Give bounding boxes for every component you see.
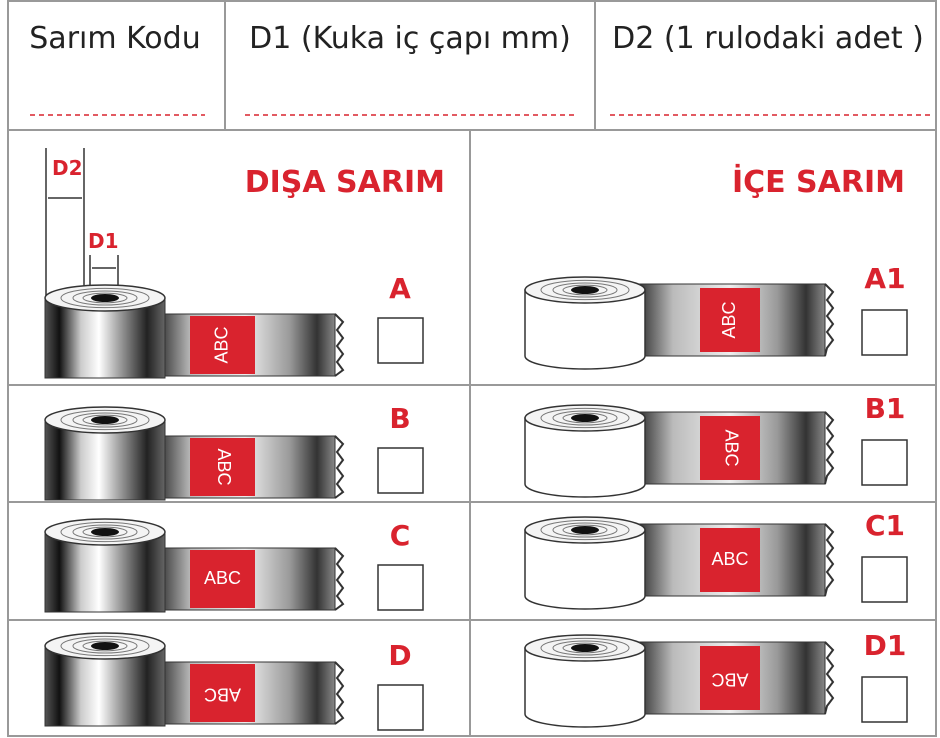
roll-ring — [72, 290, 138, 306]
roll-diagram: ABC — [524, 276, 835, 370]
frame — [7, 0, 937, 737]
roll-body — [524, 647, 646, 728]
roll-core — [91, 528, 119, 536]
print-text: ABC — [719, 301, 739, 338]
roll-diagram: ABC — [524, 404, 835, 498]
roll-core — [571, 644, 599, 652]
section-title: İÇE SARIM — [732, 164, 905, 200]
roll-ring — [540, 519, 630, 541]
roll-core — [571, 526, 599, 534]
roll-core — [571, 414, 599, 422]
checkbox — [377, 447, 424, 494]
print-label — [190, 550, 255, 608]
roll-diagram: ABC — [44, 284, 345, 379]
option-code: C1 — [865, 509, 905, 542]
option-code: B — [389, 402, 410, 435]
roll-ring — [60, 287, 150, 309]
roll-ring — [72, 524, 138, 540]
roll-core — [91, 294, 119, 302]
checkbox — [377, 564, 424, 611]
header-cell: D1 (Kuka iç çapı mm) — [249, 21, 571, 56]
roll-ring — [562, 412, 608, 424]
header-cell: D2 (1 rulodaki adet ) — [612, 21, 924, 56]
roll-ring — [60, 409, 150, 431]
roll-ring — [562, 284, 608, 296]
print-label — [700, 288, 760, 352]
section-title: DIŞA SARIM — [245, 165, 445, 200]
roll-ring — [552, 522, 618, 538]
tape-end — [334, 435, 345, 499]
print-text: ABC — [721, 429, 741, 466]
roll-ring — [82, 640, 128, 652]
print-label — [190, 316, 255, 374]
tape-end — [334, 313, 345, 377]
roll-ring — [562, 524, 608, 536]
print-text: ABC — [204, 568, 241, 588]
roll-ring — [540, 407, 630, 429]
roll-ring — [72, 412, 138, 428]
roll-body — [524, 289, 646, 370]
roll-ring — [540, 637, 630, 659]
tape-end — [334, 547, 345, 611]
print-label — [190, 438, 255, 496]
tape-end — [824, 411, 835, 485]
tape-end — [824, 523, 835, 597]
roll-core — [91, 416, 119, 424]
roll-diagram: ABC — [524, 516, 835, 610]
roll-diagram: ABC — [524, 634, 835, 728]
tape-end — [334, 661, 345, 725]
roll-diagram: ABC — [44, 518, 345, 613]
roll-ring — [552, 282, 618, 298]
print-text: ABC — [711, 669, 748, 689]
roll-ring — [72, 638, 138, 654]
option-code: A1 — [864, 262, 905, 295]
roll-ring — [60, 635, 150, 657]
checkbox — [861, 309, 908, 356]
dimension-label: D2 — [52, 156, 83, 180]
checkbox — [861, 439, 908, 486]
tape-end — [824, 283, 835, 357]
roll-diagram: ABC — [44, 632, 345, 727]
option-code: C — [390, 519, 411, 552]
checkbox — [377, 317, 424, 364]
roll-diagram: ABC — [44, 406, 345, 501]
header-cell: Sarım Kodu — [29, 21, 200, 56]
roll-core — [91, 642, 119, 650]
roll-ring — [82, 526, 128, 538]
roll-ring — [82, 292, 128, 304]
roll-body — [524, 417, 646, 498]
roll-ring — [552, 640, 618, 656]
roll-ring — [552, 410, 618, 426]
print-text: ABC — [211, 326, 231, 363]
tape-end — [824, 641, 835, 715]
checkbox — [861, 556, 908, 603]
roll-ring — [540, 279, 630, 301]
print-label — [700, 416, 760, 480]
checkbox — [861, 676, 908, 723]
print-label — [190, 664, 255, 722]
print-text: ABC — [204, 684, 241, 704]
checkbox — [377, 684, 424, 731]
print-label — [700, 646, 760, 710]
print-text: ABC — [214, 448, 234, 485]
roll-body — [524, 529, 646, 610]
print-text: ABC — [711, 549, 748, 569]
option-code: B1 — [865, 392, 906, 425]
roll-ring — [82, 414, 128, 426]
option-code: D1 — [864, 629, 907, 662]
option-code: A — [389, 272, 411, 305]
dimension-label: D1 — [88, 229, 119, 253]
roll-ring — [562, 642, 608, 654]
print-label — [700, 528, 760, 592]
roll-core — [571, 286, 599, 294]
option-code: D — [388, 639, 411, 672]
roll-ring — [60, 521, 150, 543]
